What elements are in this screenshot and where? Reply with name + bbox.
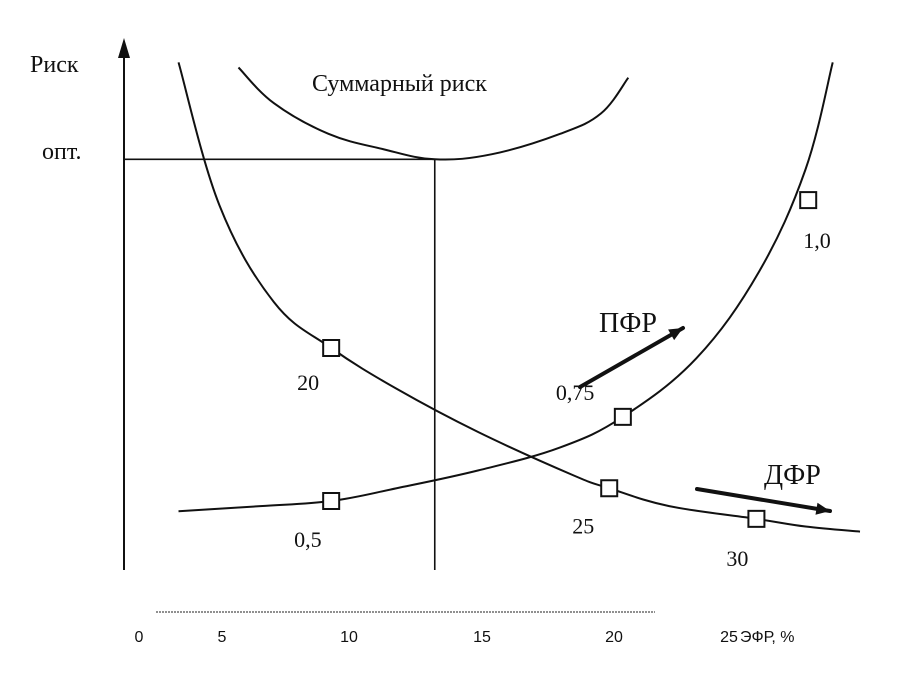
x-tick-label-0: 0 <box>135 629 144 646</box>
optimum-guides <box>124 158 436 570</box>
total-risk-curve <box>237 66 630 161</box>
pfr-marker-1-0 <box>799 191 818 210</box>
dfr-marker-label-20: 20 <box>297 370 319 395</box>
pfr-label: ПФР <box>599 308 657 339</box>
curve-labels: Суммарный риск ПФР ДФР <box>312 71 821 491</box>
direction-arrows <box>578 326 832 515</box>
pfr-marker-label-1-0: 1,0 <box>803 228 831 253</box>
total-risk-label: Суммарный риск <box>312 71 487 97</box>
pfr-direction-arrow-shaft <box>578 326 685 389</box>
pfr-marker-0-75 <box>613 407 632 426</box>
dfr-marker-label-30: 30 <box>726 546 748 571</box>
x-tick-label-5: 5 <box>218 629 227 646</box>
dfr-marker-25 <box>600 479 619 498</box>
dfr-curve <box>177 62 861 533</box>
pfr-marker-0-5 <box>322 492 341 510</box>
x-tick-label-10: 10 <box>340 629 358 646</box>
x-tick-labels: 0 5 10 15 20 25 <box>135 629 738 646</box>
x-tick-label-15: 15 <box>473 629 491 646</box>
dfr-marker-30 <box>747 509 766 528</box>
dfr-label: ДФР <box>764 460 821 491</box>
pfr-marker-label-0-5: 0,5 <box>294 527 322 552</box>
dfr-direction-arrow-head <box>815 502 830 515</box>
y-opt-label: опт. <box>42 139 82 165</box>
x-tick-label-25: 25 <box>720 629 738 646</box>
pfr-direction-arrow-head <box>668 328 683 341</box>
dfr-marker-label-25: 25 <box>572 513 594 538</box>
x-tick-label-20: 20 <box>605 629 623 646</box>
y-axis-arrow <box>118 38 130 58</box>
dfr-marker-20 <box>322 339 341 357</box>
x-axis-label: ЭФР, % <box>740 629 794 646</box>
pfr-curve <box>178 62 834 513</box>
y-axis-label: Риск <box>30 52 79 78</box>
axes-group: Риск опт. ЭФР, % <box>30 38 794 646</box>
dfr-direction-arrow-shaft <box>695 487 832 513</box>
curves <box>177 62 861 533</box>
